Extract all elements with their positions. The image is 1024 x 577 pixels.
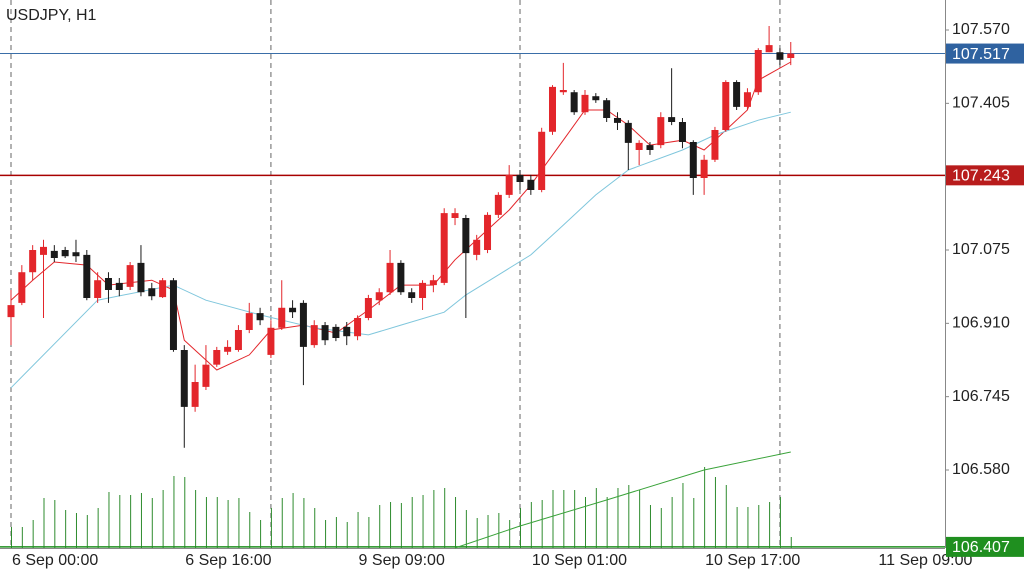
candle-body	[678, 122, 686, 142]
candle-body	[234, 330, 242, 350]
chart-title: USDJPY, H1	[6, 7, 97, 24]
y-tick-label: 107.570	[952, 21, 1010, 38]
x-tick-label: 6 Sep 00:00	[12, 552, 98, 569]
candle-body	[354, 318, 362, 337]
candle-body	[689, 142, 697, 178]
candle-body	[94, 280, 102, 298]
candle-body	[50, 250, 58, 258]
candle-body	[299, 302, 307, 347]
candle-body	[462, 218, 470, 254]
candle-body	[494, 194, 502, 215]
candle-body	[332, 326, 340, 338]
candle-body	[787, 53, 795, 58]
candle-body	[39, 246, 47, 255]
candle-body	[505, 174, 513, 195]
candle-body	[321, 325, 329, 341]
candle-body	[765, 45, 773, 53]
candle-body	[743, 92, 751, 107]
candle-body	[451, 213, 459, 218]
indicator-line	[454, 451, 791, 549]
candle-body	[646, 145, 654, 150]
candle-body	[581, 94, 589, 113]
y-tick-label: 106.745	[952, 388, 1010, 405]
x-tick-label: 6 Sep 16:00	[185, 552, 271, 569]
axis-labels: 107.570 107.405 107.075 106.910 106.745 106.5…	[12, 21, 1024, 569]
candle-body	[245, 313, 253, 330]
candle-body	[375, 292, 383, 301]
candle-body	[754, 50, 762, 93]
candle-body	[635, 142, 643, 150]
candle-body	[159, 280, 167, 298]
candle-body	[137, 262, 145, 293]
candle-body	[516, 174, 524, 182]
candle-body	[473, 239, 481, 255]
candle-body	[408, 292, 416, 298]
candle-body	[115, 282, 123, 290]
candle-body	[83, 254, 91, 298]
candle-body	[484, 214, 492, 250]
y-tick-label: 106.910	[952, 315, 1010, 332]
candle-body	[700, 159, 708, 178]
candle-body	[191, 382, 199, 407]
candle-body	[570, 92, 578, 113]
candle-body	[72, 252, 80, 257]
candle-body	[213, 350, 221, 365]
candle-body	[267, 327, 275, 355]
y-tick-label: 106.580	[952, 461, 1010, 478]
candle-body	[419, 282, 427, 298]
candle-body	[624, 122, 632, 143]
candle-body	[711, 130, 719, 160]
price-line-label: 107.517	[952, 46, 1010, 63]
candle-body	[386, 262, 394, 293]
candle-body	[613, 118, 621, 123]
candle-body	[364, 298, 372, 318]
price-line-label-bg	[946, 43, 1024, 64]
x-tick-label: 10 Sep 17:00	[705, 552, 800, 569]
candle-body	[538, 131, 546, 190]
candle-body	[397, 262, 405, 293]
price-line-label-bg	[946, 165, 1024, 186]
candle-body	[104, 278, 112, 290]
candle-body	[592, 96, 600, 101]
candle-body	[202, 364, 210, 387]
candle-body	[559, 90, 567, 93]
candle-body	[310, 325, 318, 346]
candle-body	[180, 350, 188, 407]
price-line-label-bg	[946, 536, 1024, 557]
candle-body	[776, 52, 784, 60]
candle-body	[224, 346, 232, 352]
candles	[7, 26, 795, 448]
candle-body	[733, 82, 741, 107]
candle-body	[169, 280, 177, 350]
x-tick-label: 10 Sep 01:00	[532, 552, 627, 569]
candle-body	[289, 307, 297, 313]
candle-body	[256, 313, 264, 321]
price-line-label: 106.407	[952, 539, 1010, 556]
candle-body	[668, 117, 676, 122]
x-tick-label: 9 Sep 09:00	[359, 552, 445, 569]
candle-body	[440, 213, 448, 283]
candle-body	[549, 86, 556, 132]
y-tick-label: 107.075	[952, 241, 1010, 258]
candle-body	[18, 272, 26, 303]
candle-body	[278, 307, 286, 328]
candle-body	[61, 250, 69, 257]
y-tick-label: 107.405	[952, 95, 1010, 112]
separators	[10, 0, 781, 548]
candle-body	[722, 82, 730, 130]
price-line-label: 107.243	[952, 168, 1010, 185]
candle-body	[126, 265, 134, 287]
candle-body	[657, 117, 665, 146]
volume	[11, 467, 792, 548]
candle-body	[527, 179, 535, 190]
candle-body	[29, 250, 37, 273]
candle-body	[603, 100, 611, 118]
candle-body	[148, 288, 156, 297]
candle-body	[7, 305, 15, 318]
candle-body	[429, 280, 437, 286]
candle-body	[343, 326, 351, 337]
